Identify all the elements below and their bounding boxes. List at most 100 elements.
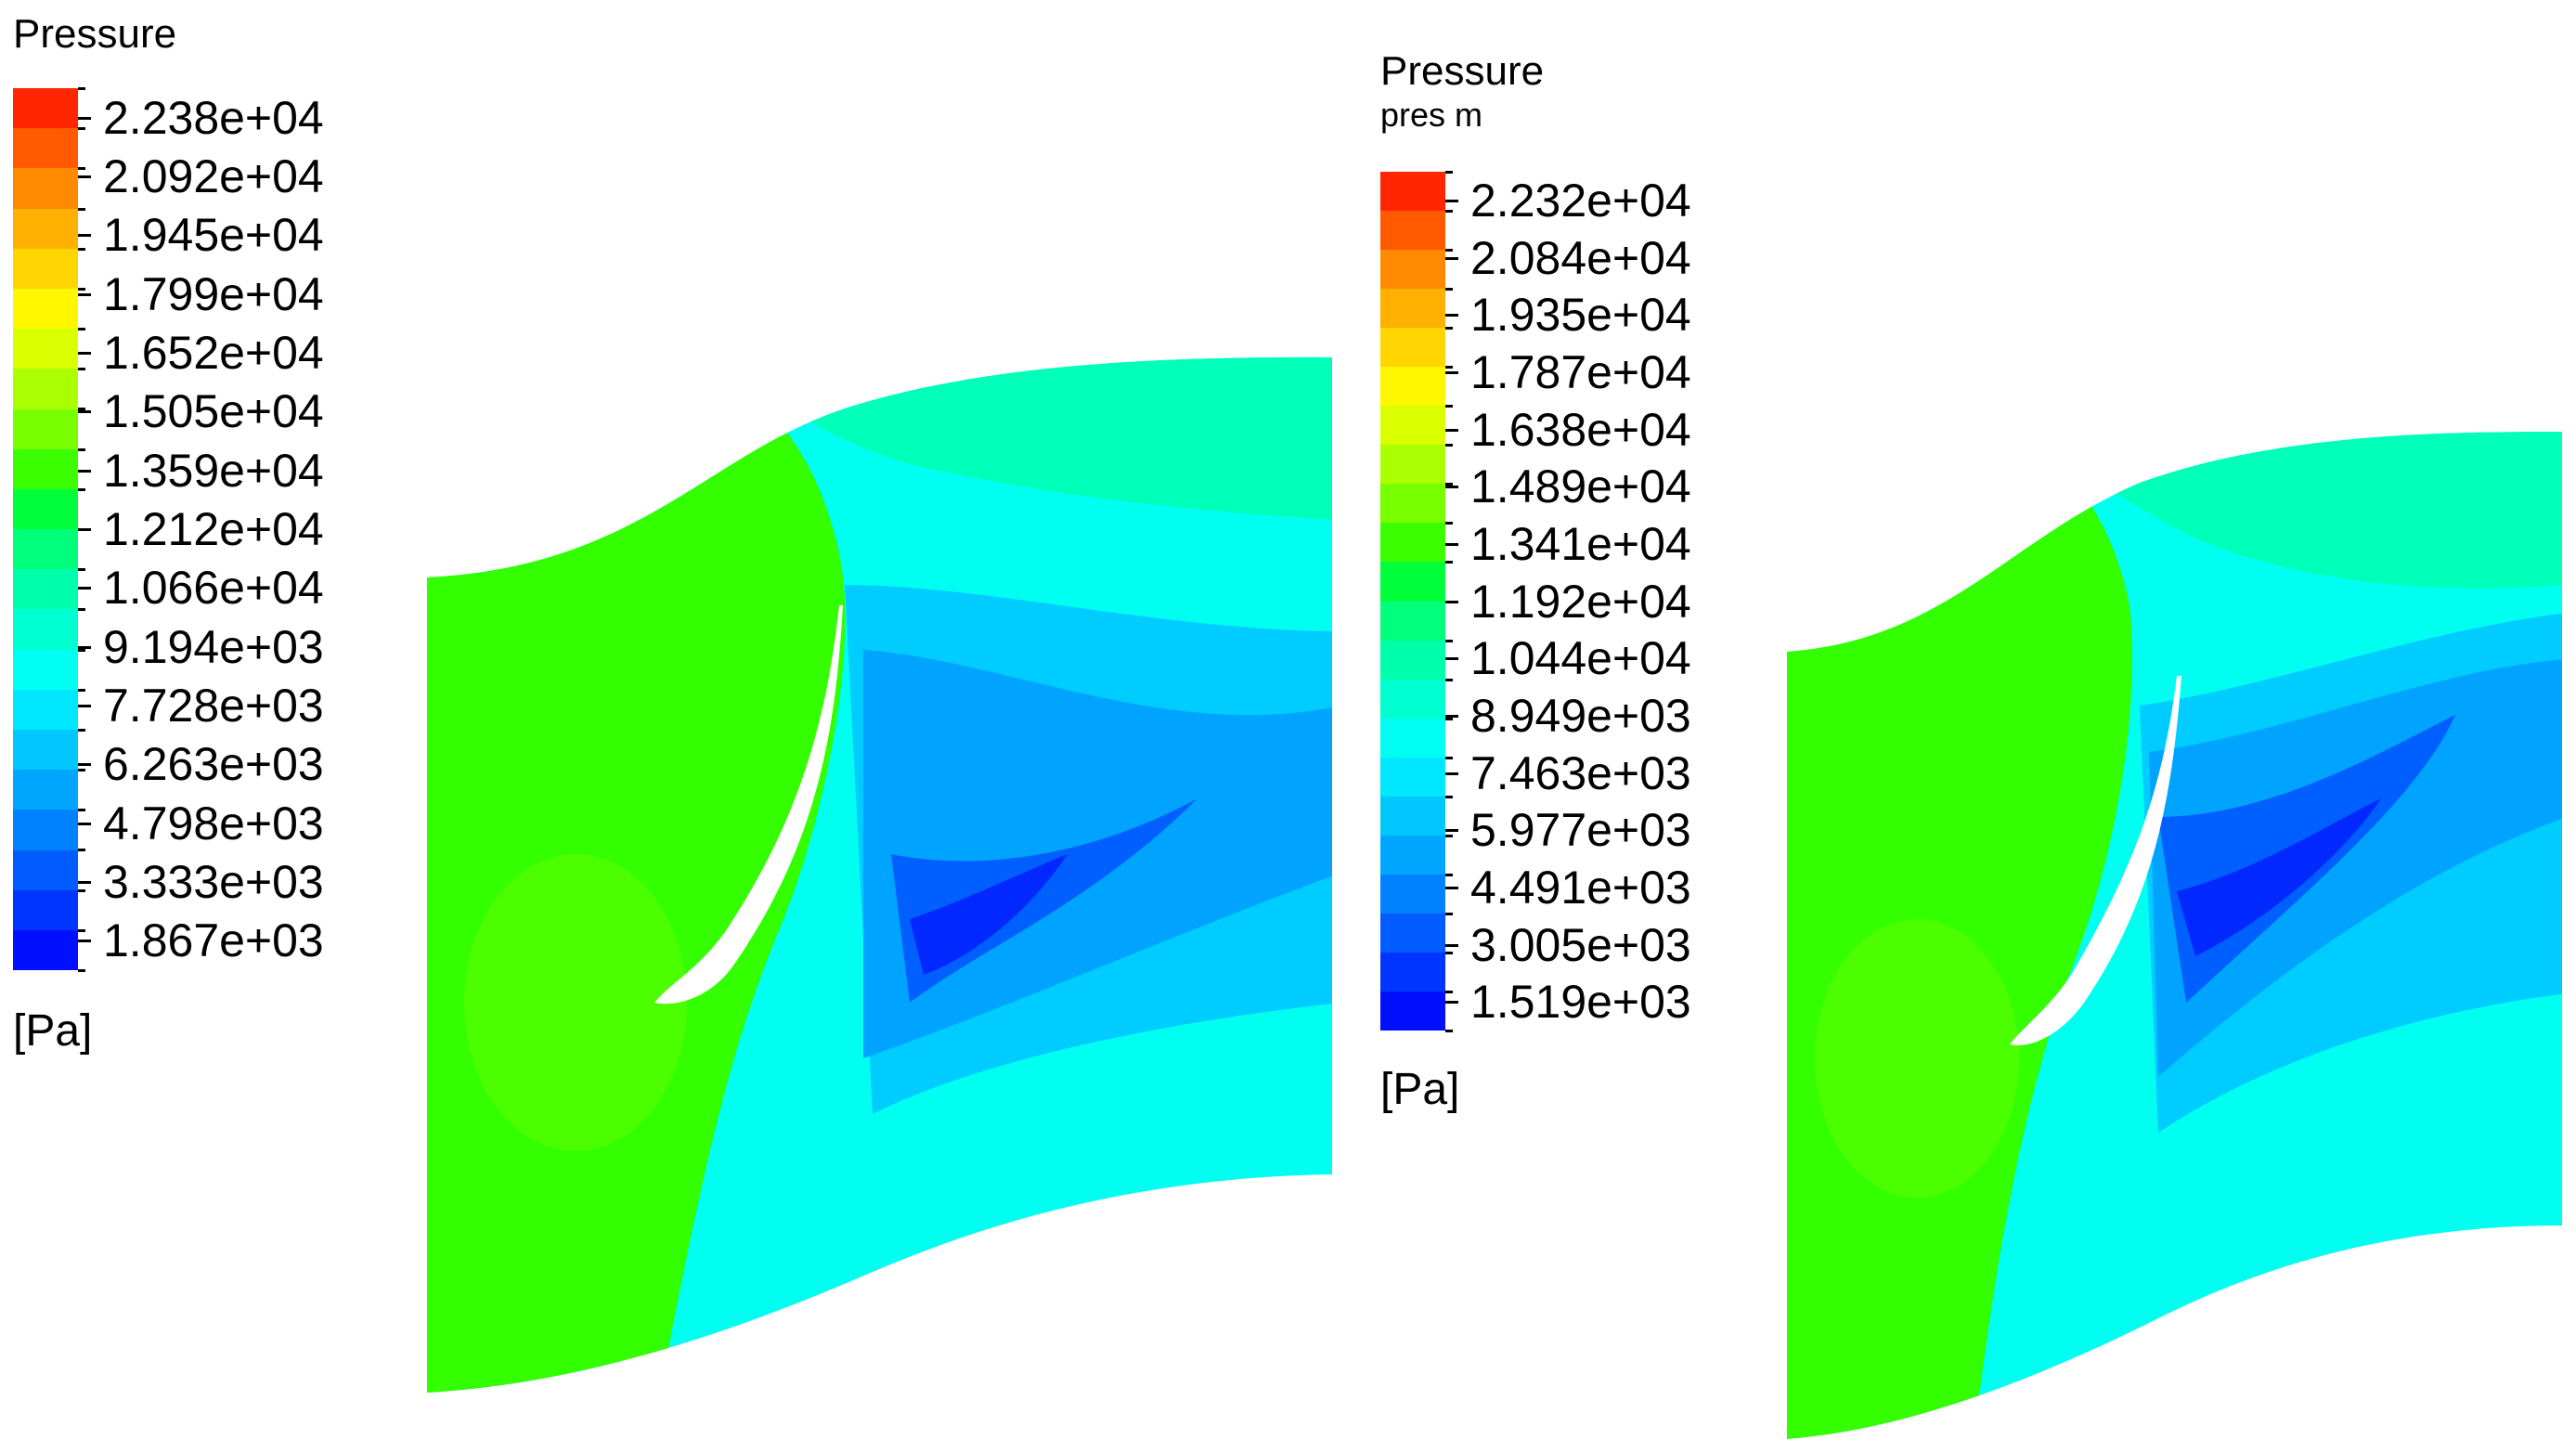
colorbar-segment bbox=[1380, 991, 1445, 1031]
colorbar-segment bbox=[1380, 796, 1445, 836]
colorbar-label: 1.935e+04 bbox=[1470, 289, 1691, 342]
colorbar-major-tick bbox=[1445, 886, 1458, 889]
colorbar-segment bbox=[1380, 250, 1445, 290]
colorbar-tick bbox=[1445, 171, 1453, 174]
colorbar-label: 7.728e+03 bbox=[103, 680, 324, 732]
colorbar-tick bbox=[78, 87, 85, 90]
colorbar-tick bbox=[1445, 249, 1453, 253]
colorbar-segment bbox=[1380, 718, 1445, 758]
colorbar-segment bbox=[1380, 679, 1445, 719]
colorbar-segment bbox=[1380, 757, 1445, 797]
colorbar bbox=[1380, 172, 1445, 1031]
colorbar-tick bbox=[1445, 288, 1453, 292]
field-region bbox=[1815, 919, 2019, 1198]
colorbar-segment bbox=[13, 329, 78, 369]
colorbar-tick bbox=[1445, 1030, 1453, 1032]
colorbar-tick bbox=[1445, 756, 1453, 759]
colorbar-label: 2.238e+04 bbox=[103, 91, 324, 144]
colorbar-segment bbox=[13, 448, 78, 489]
colorbar-segment bbox=[1380, 562, 1445, 602]
pressure-contour-plot-right bbox=[1787, 432, 2562, 1439]
colorbar-tick bbox=[1445, 522, 1453, 525]
colorbar-label: 1.867e+03 bbox=[103, 914, 324, 967]
colorbar-segment bbox=[13, 730, 78, 771]
colorbar-major-tick bbox=[1445, 486, 1458, 489]
colorbar-tick bbox=[1445, 912, 1453, 915]
colorbar-segment bbox=[1380, 328, 1445, 368]
colorbar-major-tick bbox=[78, 116, 91, 120]
colorbar-segment bbox=[1380, 484, 1445, 524]
colorbar-major-tick bbox=[78, 587, 91, 590]
colorbar-segment bbox=[13, 288, 78, 330]
colorbar-label: 2.232e+04 bbox=[1470, 174, 1691, 227]
colorbar-major-tick bbox=[1445, 1001, 1458, 1005]
colorbar-segment bbox=[1380, 172, 1445, 212]
colorbar-tick bbox=[1445, 405, 1453, 408]
colorbar-segment bbox=[13, 128, 78, 169]
colorbar-segment bbox=[13, 369, 78, 409]
colorbar-tick bbox=[78, 568, 85, 572]
colorbar-label: 1.192e+04 bbox=[1470, 575, 1691, 628]
colorbar-tick bbox=[1445, 717, 1453, 720]
colorbar-label: 8.949e+03 bbox=[1470, 689, 1691, 742]
colorbar-tick bbox=[1445, 561, 1453, 564]
colorbar-label: 1.489e+04 bbox=[1470, 460, 1691, 513]
colorbar-major-tick bbox=[1445, 428, 1458, 432]
colorbar-tick bbox=[78, 127, 85, 131]
colorbar-segment bbox=[1380, 601, 1445, 641]
colorbar-major-tick bbox=[1445, 829, 1458, 833]
field-region bbox=[2149, 659, 2562, 1077]
colorbar-label: 1.066e+04 bbox=[103, 562, 324, 615]
colorbar-major-tick bbox=[1445, 771, 1458, 775]
colorbar-tick bbox=[1445, 678, 1453, 681]
colorbar-major-tick bbox=[78, 763, 91, 767]
colorbar-segment bbox=[13, 529, 78, 570]
colorbar-major-tick bbox=[1445, 600, 1458, 603]
colorbar-segment bbox=[1380, 211, 1445, 251]
colorbar-tick bbox=[1445, 990, 1453, 993]
colorbar-label: 1.638e+04 bbox=[1470, 403, 1691, 456]
colorbar-segment bbox=[1380, 640, 1445, 680]
colorbar-segment bbox=[13, 609, 78, 650]
colorbar-tick bbox=[78, 247, 85, 251]
colorbar-major-tick bbox=[1445, 199, 1458, 202]
blade bbox=[2010, 676, 2181, 1045]
colorbar-segment bbox=[1380, 289, 1445, 329]
legend-title: Pressure bbox=[1380, 48, 1545, 94]
pressure-legend-right: Pressure pres m 2.232e+04 2.084e+04 1.935e… bbox=[1380, 51, 1752, 1119]
colorbar-major-tick bbox=[1445, 714, 1458, 718]
colorbar-label: 1.799e+04 bbox=[103, 267, 324, 320]
colorbar-label: 4.798e+03 bbox=[103, 797, 324, 849]
colorbar-ticks bbox=[78, 87, 93, 972]
colorbar-tick bbox=[1445, 327, 1453, 331]
colorbar-segment bbox=[13, 810, 78, 850]
colorbar-label: 4.491e+03 bbox=[1470, 861, 1691, 914]
colorbar-major-tick bbox=[78, 410, 91, 414]
colorbar-segment bbox=[1380, 913, 1445, 953]
colorbar-segment bbox=[13, 168, 78, 209]
colorbar-segment bbox=[13, 88, 78, 129]
legend-subtitle: pres m bbox=[1380, 96, 1483, 134]
colorbar-segment bbox=[13, 408, 78, 449]
colorbar-label: 1.945e+04 bbox=[103, 209, 324, 262]
legend-unit: [Pa] bbox=[13, 1006, 93, 1056]
colorbar-tick bbox=[1445, 210, 1453, 214]
colorbar-tick bbox=[78, 928, 85, 932]
colorbar-tick bbox=[78, 408, 85, 411]
colorbar-major-tick bbox=[1445, 943, 1458, 947]
colorbar-segment bbox=[1380, 874, 1445, 914]
colorbar-major-tick bbox=[78, 528, 91, 531]
colorbar-tick bbox=[1445, 366, 1453, 369]
colorbar-tick bbox=[1445, 951, 1453, 954]
colorbar-segment bbox=[13, 689, 78, 730]
colorbar-label: 6.263e+03 bbox=[103, 738, 324, 791]
colorbar-segment bbox=[1380, 406, 1445, 446]
colorbar-segment bbox=[13, 929, 78, 971]
colorbar-tick bbox=[78, 728, 85, 732]
pressure-legend-left: Pressure 2.238e+04 2.092e+04 1.945e+04 1.79… bbox=[13, 14, 384, 1077]
colorbar-major-tick bbox=[1445, 370, 1458, 374]
colorbar-segment bbox=[1380, 523, 1445, 563]
colorbar-tick bbox=[78, 769, 85, 772]
colorbar-label: 2.092e+04 bbox=[103, 150, 324, 202]
legend-unit: [Pa] bbox=[1380, 1065, 1460, 1114]
